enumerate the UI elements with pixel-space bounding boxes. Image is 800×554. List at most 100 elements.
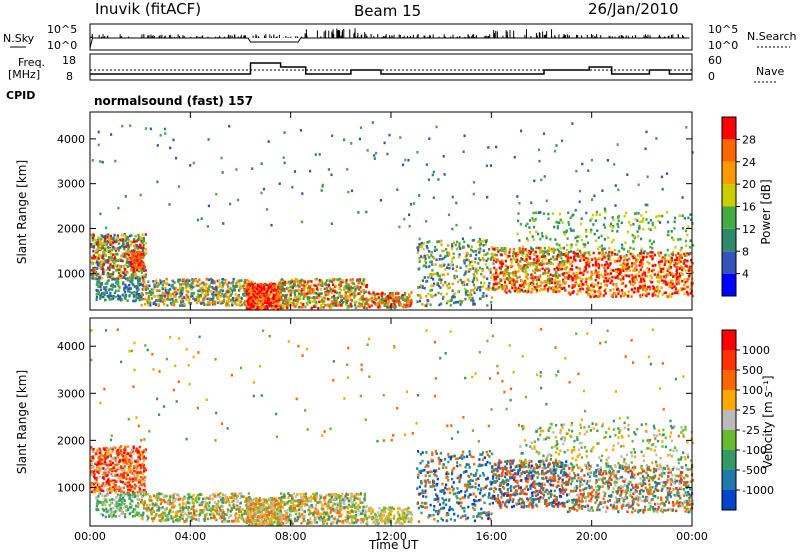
range-gate-cell	[425, 163, 428, 166]
range-gate-cell	[214, 285, 218, 289]
range-gate-cell	[408, 295, 411, 299]
range-gate-cell	[668, 285, 671, 288]
range-gate-cell	[511, 254, 515, 258]
range-gate-cell	[114, 285, 117, 288]
range-gate-cell	[638, 254, 641, 258]
range-gate-cell	[600, 251, 603, 254]
range-gate-cell	[563, 233, 566, 236]
range-gate-cell	[522, 252, 525, 255]
range-gate-cell	[532, 288, 535, 292]
range-gate-cell	[616, 272, 619, 276]
range-gate-cell	[135, 255, 138, 258]
range-gate-cell	[500, 265, 504, 268]
range-gate-cell	[98, 475, 101, 479]
range-gate-cell	[553, 281, 556, 285]
range-gate-cell	[505, 291, 508, 294]
range-gate-cell	[139, 256, 142, 260]
range-gate-cell	[605, 284, 609, 287]
range-gate-cell	[137, 238, 140, 241]
range-gate-cell	[104, 237, 107, 241]
range-gate-cell	[279, 283, 282, 287]
range-gate-cell	[534, 250, 537, 254]
range-gate-cell	[231, 289, 234, 293]
range-gate-cell	[464, 255, 467, 259]
range-gate-cell	[572, 213, 575, 217]
range-gate-cell	[431, 263, 434, 266]
range-gate-cell	[518, 239, 521, 242]
range-gate-cell	[124, 295, 127, 298]
range-gate-cell	[678, 255, 681, 259]
range-gate-cell	[155, 279, 158, 282]
range-gate-cell	[640, 249, 643, 253]
range-gate-cell	[425, 294, 428, 298]
y-tick-label: 3000	[57, 178, 85, 191]
range-gate-cell	[238, 284, 241, 287]
range-gate-cell	[558, 267, 562, 271]
range-gate-cell	[189, 295, 192, 298]
range-gate-cell	[133, 247, 137, 250]
range-gate-cell	[508, 251, 511, 254]
range-gate-cell	[660, 260, 663, 263]
range-gate-cell	[430, 260, 433, 263]
range-gate-cell	[285, 293, 288, 297]
range-gate-cell	[640, 263, 643, 266]
range-gate-cell	[440, 239, 443, 243]
range-gate-cell	[249, 290, 252, 293]
range-gate-cell	[169, 301, 173, 305]
range-gate-cell	[670, 256, 673, 260]
range-gate-cell	[625, 211, 628, 215]
range-gate-cell	[618, 272, 622, 275]
range-gate-cell	[338, 287, 341, 290]
range-gate-cell	[99, 264, 102, 268]
range-gate-cell	[544, 250, 547, 254]
range-gate-cell	[618, 289, 621, 293]
range-gate-cell	[407, 158, 410, 162]
range-gate-cell	[110, 256, 113, 260]
range-gate-cell	[578, 235, 581, 239]
range-gate-cell	[131, 273, 135, 276]
range-gate-cell	[238, 281, 241, 284]
range-gate-cell	[485, 287, 488, 291]
range-gate-cell	[126, 235, 129, 239]
range-gate-cell	[571, 122, 574, 125]
range-gate-cell	[682, 266, 685, 270]
range-gate-cell	[548, 261, 551, 264]
range-gate-cell	[628, 257, 631, 261]
range-gate-cell	[179, 294, 182, 298]
range-gate-cell	[659, 269, 662, 273]
range-gate-cell	[192, 280, 195, 283]
range-gate-cell	[472, 303, 475, 306]
range-gate-cell	[263, 307, 267, 310]
range-gate-cell	[453, 276, 456, 280]
range-gate-cell	[681, 214, 684, 218]
range-gate-cell	[179, 284, 182, 288]
range-gate-cell	[470, 245, 473, 248]
range-gate-cell	[234, 296, 237, 300]
range-gate-cell	[611, 251, 614, 254]
range-gate-cell	[654, 293, 657, 297]
range-gate-cell	[108, 298, 111, 301]
range-gate-cell	[245, 283, 248, 286]
range-gate-cell	[360, 304, 363, 308]
range-gate-cell	[551, 286, 555, 289]
range-gate-cell	[281, 278, 284, 281]
range-gate-cell	[302, 297, 305, 301]
range-gate-cell	[251, 291, 254, 295]
range-gate-cell	[580, 279, 583, 283]
range-gate-cell	[150, 288, 153, 291]
range-gate-cell	[257, 290, 260, 294]
range-gate-cell	[611, 295, 614, 298]
range-gate-cell	[668, 263, 671, 266]
range-gate-cell	[251, 286, 254, 289]
range-gate-cell	[646, 285, 650, 289]
range-gate-cell	[265, 283, 268, 287]
range-gate-cell	[554, 276, 557, 280]
range-gate-cell	[91, 275, 95, 278]
range-gate-cell	[495, 260, 498, 264]
range-gate-cell	[367, 303, 370, 306]
range-gate-cell	[107, 294, 110, 298]
range-gate-cell	[357, 304, 360, 308]
range-gate-cell	[351, 286, 354, 290]
range-gate-cell	[514, 258, 517, 262]
range-gate-cell	[397, 298, 400, 301]
